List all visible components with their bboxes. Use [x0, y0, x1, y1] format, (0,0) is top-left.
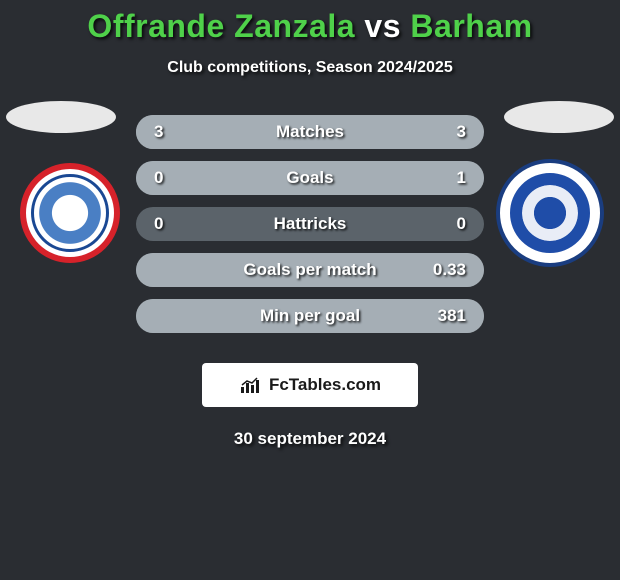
stat-row: Goals per match0.33 — [136, 253, 484, 287]
player1-name: Offrande Zanzala — [87, 8, 355, 44]
source-logo-text: FcTables.com — [269, 375, 381, 395]
player2-club-badge — [500, 163, 600, 263]
stat-row: 0Goals1 — [136, 161, 484, 195]
stat-right-value: 0.33 — [426, 260, 466, 280]
stat-row: Min per goal381 — [136, 299, 484, 333]
source-logo: FcTables.com — [202, 363, 418, 407]
stat-rows: 3Matches3 0Goals1 0Hattricks0 Goals per mat… — [136, 115, 484, 345]
player2-ellipse — [504, 101, 614, 133]
stat-right-value: 381 — [426, 306, 466, 326]
player2-name: Barham — [410, 8, 532, 44]
player1-ellipse — [6, 101, 116, 133]
stat-right-value: 1 — [426, 168, 466, 188]
page-title: Offrande Zanzala vs Barham — [0, 8, 620, 45]
date-label: 30 september 2024 — [0, 429, 620, 449]
chart-icon — [239, 375, 263, 395]
stat-right-value: 0 — [426, 214, 466, 234]
subtitle: Club competitions, Season 2024/2025 — [0, 59, 620, 77]
comparison-widget: Offrande Zanzala vs Barham Club competit… — [0, 0, 620, 580]
vs-separator: vs — [364, 8, 401, 44]
stats-area: 3Matches3 0Goals1 0Hattricks0 Goals per mat… — [0, 115, 620, 345]
stat-row: 0Hattricks0 — [136, 207, 484, 241]
stat-row: 3Matches3 — [136, 115, 484, 149]
player1-club-badge — [20, 163, 120, 263]
stat-right-value: 3 — [426, 122, 466, 142]
